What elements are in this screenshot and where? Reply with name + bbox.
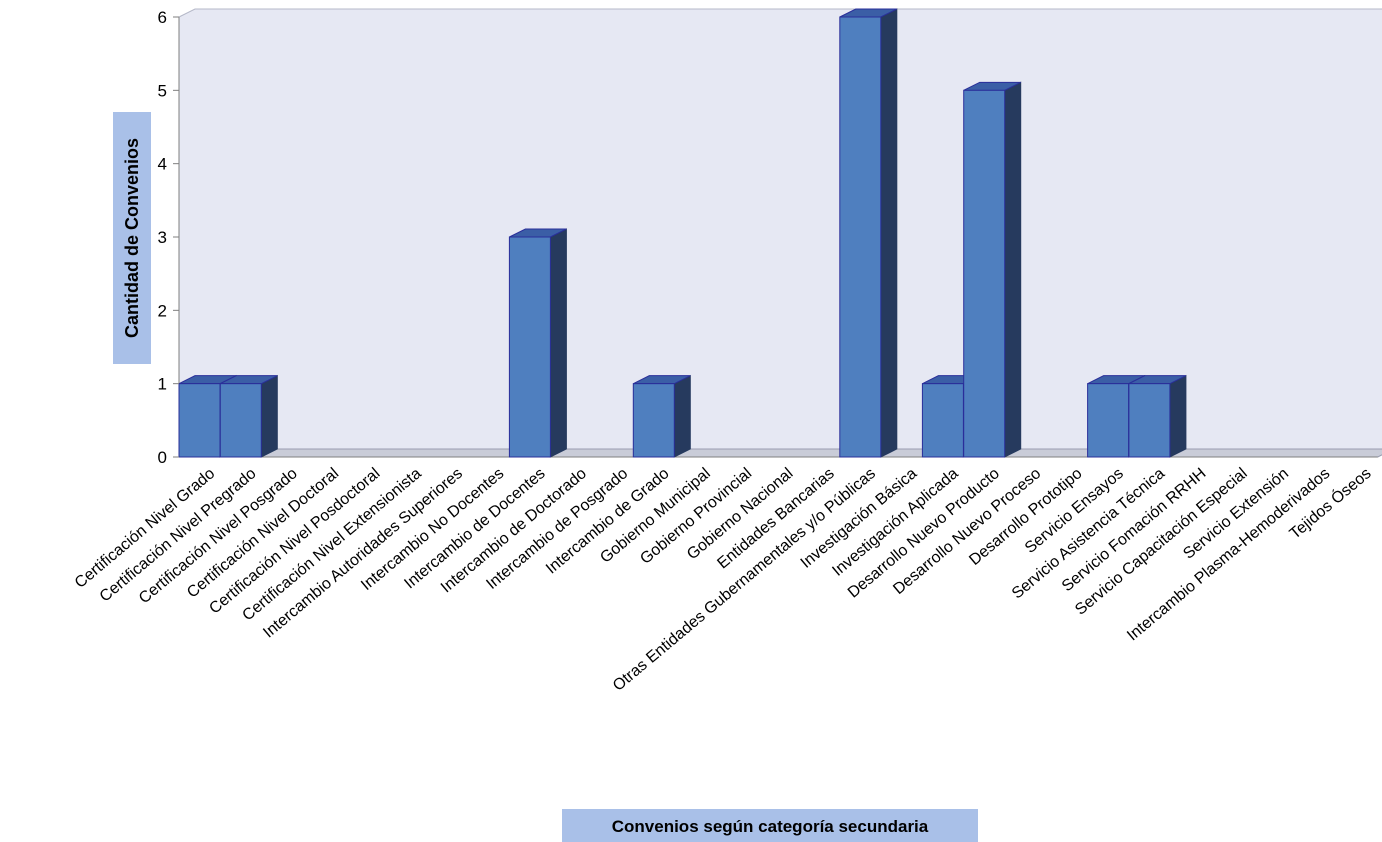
- bars-group: [178, 8, 1187, 458]
- plot-floor: [178, 448, 1382, 458]
- x-axis-title: Convenios según categoría secundaria: [562, 809, 978, 842]
- bar-front: [921, 383, 964, 458]
- bar-front: [219, 383, 262, 458]
- plot-background: [178, 8, 1382, 458]
- y-tick-label: 0: [158, 448, 167, 467]
- bar: [839, 8, 898, 458]
- bar-side: [549, 228, 567, 458]
- bar-side: [1004, 81, 1022, 458]
- bar: [508, 228, 567, 458]
- bar: [1128, 374, 1187, 458]
- x-axis-label: Convenios según categoría secundaria: [612, 817, 929, 836]
- y-axis-label: Cantidad de Convenios: [122, 138, 142, 338]
- bar-side: [1169, 374, 1187, 458]
- y-tick-label: 6: [158, 8, 167, 27]
- bar-front: [1128, 383, 1171, 458]
- bar-front: [632, 383, 675, 458]
- y-tick-label: 1: [158, 375, 167, 394]
- bar-side: [260, 374, 278, 458]
- bar: [963, 81, 1022, 458]
- y-axis-title: Cantidad de Convenios: [113, 112, 151, 364]
- bar-front: [508, 236, 551, 458]
- bar-front: [963, 89, 1006, 458]
- bar-front: [839, 16, 882, 458]
- bar: [219, 374, 278, 458]
- x-axis-title-box: [562, 809, 978, 842]
- bar-side: [673, 374, 691, 458]
- plot-area: [178, 8, 1382, 458]
- bar-front: [178, 383, 221, 458]
- y-axis-ticks: 0 1 2 3 4 5 6: [158, 8, 179, 467]
- bar-side: [880, 8, 898, 458]
- y-tick-label: 4: [158, 155, 167, 174]
- y-tick-label: 5: [158, 81, 167, 100]
- y-tick-label: 2: [158, 301, 167, 320]
- bar-front: [1087, 383, 1130, 458]
- bar: [632, 374, 691, 458]
- y-tick-label: 3: [158, 228, 167, 247]
- y-axis-title-box: [113, 112, 151, 364]
